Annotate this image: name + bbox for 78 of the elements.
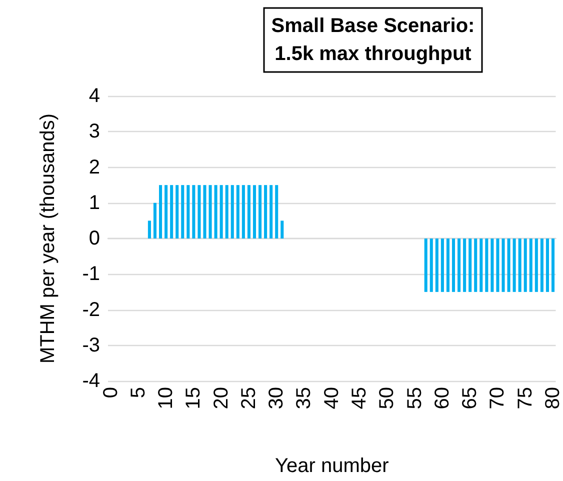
bar xyxy=(170,185,174,238)
bar xyxy=(518,238,522,292)
y-tick-label: 4 xyxy=(88,85,100,107)
bar xyxy=(446,238,450,292)
bar xyxy=(463,238,466,292)
x-tick-label: 45 xyxy=(348,387,371,410)
bar xyxy=(512,238,516,292)
bar xyxy=(176,185,179,238)
x-tick-label: 70 xyxy=(486,387,509,410)
bar xyxy=(203,185,206,238)
bar xyxy=(485,238,488,292)
y-tick-label: -1 xyxy=(82,263,100,286)
x-axis-title: Year number xyxy=(274,455,390,477)
bar xyxy=(181,185,184,238)
y-tick-label: 3 xyxy=(88,120,100,143)
bar xyxy=(158,185,162,238)
bar xyxy=(468,238,472,292)
bar xyxy=(220,185,223,238)
bar xyxy=(551,238,555,292)
chart-title: Small Base Scenario: 1.5k max throughput xyxy=(271,15,475,65)
bar xyxy=(534,238,538,292)
x-tick-label: 55 xyxy=(404,387,426,410)
bar xyxy=(264,185,268,238)
bar xyxy=(540,238,544,292)
bar xyxy=(275,185,278,238)
bar xyxy=(252,185,256,238)
y-tick-label: 1 xyxy=(88,192,100,214)
bar xyxy=(230,185,234,238)
bar xyxy=(430,238,433,292)
y-tick-label: -3 xyxy=(82,334,100,356)
bar xyxy=(153,202,157,238)
bar xyxy=(524,238,527,292)
x-tick-label: 0 xyxy=(100,387,122,398)
x-tick-label: 30 xyxy=(266,387,288,410)
bar xyxy=(148,220,151,238)
bar xyxy=(546,238,549,292)
bar xyxy=(242,185,245,238)
bar xyxy=(198,185,201,238)
x-tick-label: 40 xyxy=(320,387,343,410)
x-tick-label: 25 xyxy=(238,387,260,410)
bar xyxy=(474,238,478,292)
x-tick-label: 10 xyxy=(155,387,178,410)
bar xyxy=(480,238,483,292)
x-tick-label: 75 xyxy=(514,387,536,410)
bar xyxy=(458,238,461,292)
y-tick-label: 0 xyxy=(88,228,100,250)
bar xyxy=(496,238,500,292)
bar xyxy=(507,238,510,292)
bar xyxy=(225,185,228,238)
bar xyxy=(214,185,218,238)
bar xyxy=(440,238,444,292)
bar xyxy=(280,220,284,238)
x-tick-label: 60 xyxy=(431,387,454,410)
bar xyxy=(258,185,262,238)
bar xyxy=(424,238,428,292)
bar xyxy=(502,238,505,292)
y-tick-label: -4 xyxy=(82,370,100,392)
x-tick-label: 5 xyxy=(127,387,150,398)
bar xyxy=(270,185,273,238)
bar xyxy=(192,185,196,238)
y-tick-label: 2 xyxy=(88,156,100,178)
bar xyxy=(247,185,250,238)
bar xyxy=(529,238,532,292)
bar xyxy=(490,238,494,292)
bar xyxy=(164,185,168,238)
x-tick-label: 35 xyxy=(293,387,316,410)
x-tick-label: 20 xyxy=(210,387,232,410)
y-tick-label: -2 xyxy=(82,298,100,321)
x-tick-label: 15 xyxy=(182,387,205,410)
bar xyxy=(208,185,212,238)
x-tick-label: 50 xyxy=(376,387,398,410)
y-axis-title: MTHM per year (thousands) xyxy=(37,113,59,364)
bar xyxy=(236,185,240,238)
bar xyxy=(435,238,438,292)
bar xyxy=(186,185,190,238)
x-tick-label: 65 xyxy=(459,387,482,410)
bar xyxy=(452,238,456,292)
x-tick-label: 80 xyxy=(542,387,563,410)
